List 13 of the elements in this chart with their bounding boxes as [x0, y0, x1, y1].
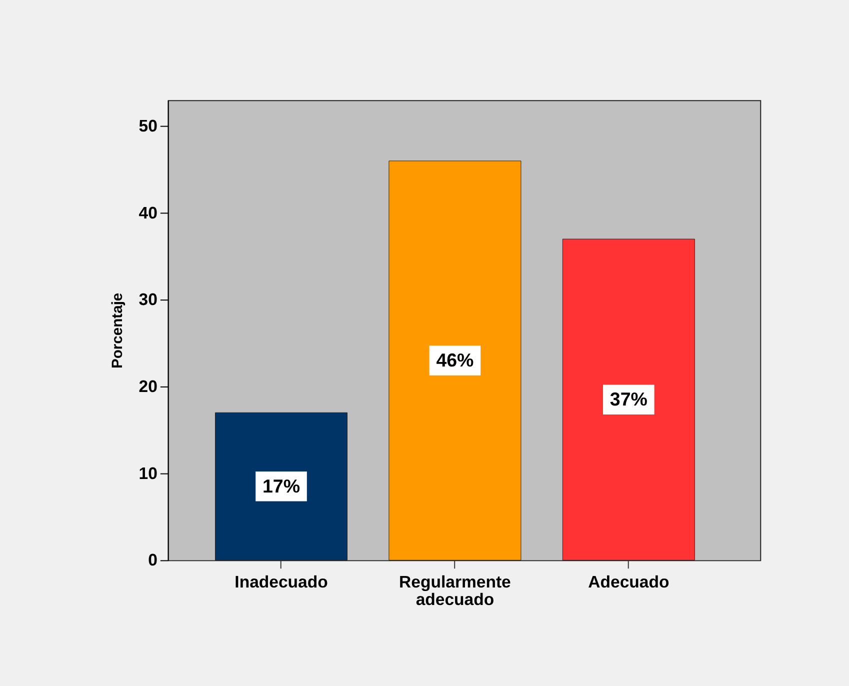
- y-tick-label: 10: [138, 464, 158, 483]
- y-tick-label: 50: [138, 116, 158, 136]
- y-tick-label: 40: [138, 203, 158, 222]
- x-tick-label: Regularmente adecuado: [399, 572, 511, 610]
- y-tick-label: 0: [148, 550, 158, 570]
- data-label: 37%: [610, 388, 648, 410]
- y-axis-title: Porcentaje: [110, 292, 126, 368]
- data-label: 17%: [262, 475, 300, 496]
- y-tick-label: 30: [138, 290, 158, 310]
- y-tick-label: 20: [138, 377, 158, 396]
- data-label: 46%: [436, 349, 474, 370]
- x-tick-label: Adecuado: [588, 572, 670, 592]
- x-tick-label: Inadecuado: [234, 572, 328, 592]
